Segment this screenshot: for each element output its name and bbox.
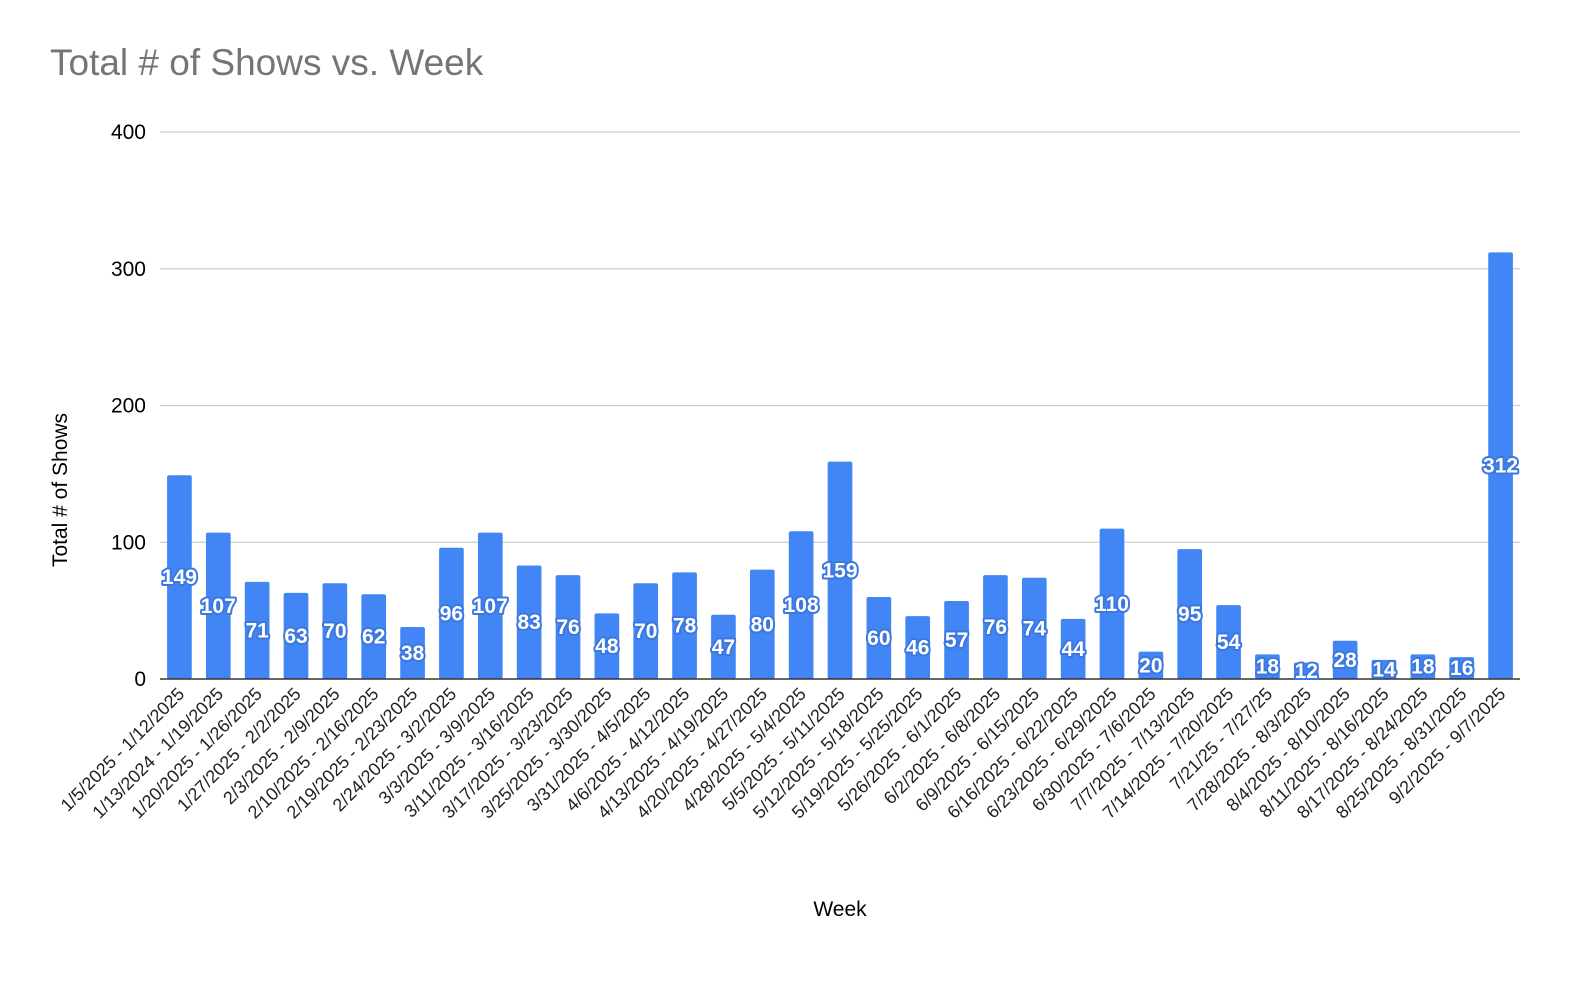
data-label: 110 xyxy=(1095,593,1129,616)
bar xyxy=(1138,651,1164,679)
x-axis-title: Week xyxy=(813,898,867,921)
data-label: 12 xyxy=(1295,660,1318,683)
gridlines xyxy=(160,131,1520,543)
data-label: 107 xyxy=(473,595,508,618)
data-label: 96 xyxy=(440,602,463,625)
bar xyxy=(1410,654,1436,679)
bar xyxy=(244,581,270,679)
bar xyxy=(1255,654,1280,679)
data-label: 63 xyxy=(284,625,307,648)
bar xyxy=(594,613,620,679)
bar xyxy=(1449,657,1475,679)
data-label: 54 xyxy=(1217,631,1241,654)
bar xyxy=(555,575,581,679)
bar xyxy=(1177,549,1203,679)
data-label: 159 xyxy=(822,559,857,582)
data-label: 80 xyxy=(751,613,774,636)
data-label: 312 xyxy=(1483,455,1518,478)
bar xyxy=(1099,528,1125,679)
data-label: 57 xyxy=(945,629,968,652)
data-label: 47 xyxy=(712,636,735,659)
data-label: 78 xyxy=(673,615,697,638)
bar xyxy=(322,583,348,679)
bar xyxy=(1332,640,1358,679)
bar xyxy=(477,532,503,679)
data-label: 46 xyxy=(906,637,929,660)
bar xyxy=(400,627,425,679)
data-label: 71 xyxy=(245,619,269,642)
data-label: 70 xyxy=(634,620,657,643)
data-label: 60 xyxy=(867,627,890,650)
data-label: 18 xyxy=(1411,656,1435,679)
data-label: 76 xyxy=(556,616,579,639)
y-tick-label: 100 xyxy=(111,531,146,554)
data-label: 149 xyxy=(162,566,197,589)
bar xyxy=(711,614,736,679)
bar xyxy=(1216,605,1241,679)
y-tick-label: 300 xyxy=(111,258,146,281)
bar xyxy=(283,592,309,679)
data-label: 28 xyxy=(1333,649,1357,672)
data-label: 83 xyxy=(517,611,540,634)
bar xyxy=(167,475,192,679)
data-label: 38 xyxy=(401,642,425,665)
data-label: 107 xyxy=(201,595,236,618)
bar xyxy=(749,569,775,679)
data-label: 76 xyxy=(984,616,1007,639)
bar xyxy=(361,594,387,679)
y-tick-label: 200 xyxy=(111,395,146,418)
bar xyxy=(905,616,931,679)
y-tick-label: 400 xyxy=(111,121,146,144)
data-label: 16 xyxy=(1450,657,1473,680)
data-label: 74 xyxy=(1023,617,1047,640)
bar xyxy=(866,596,892,679)
data-label: 108 xyxy=(784,594,819,617)
data-label: 70 xyxy=(323,620,346,643)
bar xyxy=(516,565,542,679)
bar xyxy=(633,583,659,679)
bar xyxy=(439,547,464,679)
data-label: 14 xyxy=(1372,658,1396,681)
bar xyxy=(1060,618,1086,679)
bar xyxy=(944,601,969,679)
data-label: 44 xyxy=(1061,638,1085,661)
bar xyxy=(788,531,814,679)
bar xyxy=(1293,662,1319,679)
y-axis-ticks: 0 100 200 300 400 xyxy=(111,121,146,691)
bars xyxy=(167,252,1513,679)
data-label: 62 xyxy=(362,626,385,649)
bar xyxy=(1021,577,1047,679)
y-axis-title: Total # of Shows xyxy=(49,413,72,567)
bar xyxy=(827,461,853,679)
data-label: 20 xyxy=(1139,654,1162,677)
bar xyxy=(1371,659,1397,679)
bar xyxy=(1488,252,1513,679)
bar xyxy=(983,575,1008,679)
bar xyxy=(205,532,231,679)
bar xyxy=(672,572,697,679)
data-label: 18 xyxy=(1256,656,1280,679)
data-label: 48 xyxy=(595,635,619,658)
data-label: 95 xyxy=(1178,603,1202,626)
y-tick-label: 0 xyxy=(134,668,146,691)
chart-title: Total # of Shows vs. Week xyxy=(50,42,484,83)
